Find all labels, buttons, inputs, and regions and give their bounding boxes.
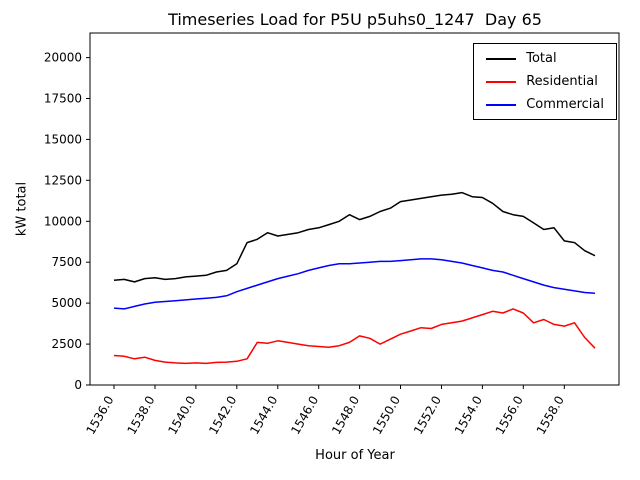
- series-line-total: [113, 191, 596, 283]
- y-tick-label: 2500: [51, 337, 82, 351]
- x-tick-label: 1538.0: [124, 394, 157, 437]
- legend-label: Total: [526, 51, 557, 66]
- legend-line-sample: [486, 103, 517, 106]
- legend: Total Residential Commercial: [473, 43, 617, 120]
- y-tick-label: 7500: [51, 255, 82, 269]
- y-tick-label: 10000: [44, 214, 82, 228]
- x-tick-label: 1544.0: [247, 394, 280, 437]
- series-line-commercial: [113, 258, 596, 310]
- y-tick-label: 17500: [44, 92, 82, 106]
- legend-line-sample: [486, 57, 517, 60]
- x-tick-label: 1542.0: [206, 394, 239, 437]
- plot-border: [89, 32, 620, 386]
- y-tick-label: 20000: [44, 51, 82, 65]
- legend-label: Residential: [526, 74, 598, 89]
- x-tick-label: 1546.0: [288, 394, 321, 437]
- y-tick-label: 12500: [44, 173, 82, 187]
- y-tick-label: 15000: [44, 132, 82, 146]
- legend-item-commercial: Commercial: [486, 97, 604, 112]
- legend-item-total: Total: [486, 51, 604, 66]
- chart-title: Timeseries Load for P5U p5uhs0_1247 Day …: [168, 10, 542, 29]
- legend-item-residential: Residential: [486, 74, 604, 89]
- x-tick-label: 1552.0: [411, 394, 444, 437]
- x-tick-label: 1540.0: [165, 394, 198, 437]
- x-tick-label: 1554.0: [452, 394, 485, 437]
- x-tick-label: 1550.0: [370, 394, 403, 437]
- x-tick-label: 1548.0: [329, 394, 362, 437]
- y-tick-label: 5000: [51, 296, 82, 310]
- x-tick-label: 1536.0: [83, 394, 116, 437]
- x-tick-label: 1558.0: [534, 394, 567, 437]
- series-line-residential: [113, 308, 596, 365]
- x-tick-label: 1556.0: [493, 394, 526, 437]
- x-axis-label: Hour of Year: [315, 448, 395, 463]
- legend-line-sample: [486, 80, 517, 83]
- y-tick-label: 0: [74, 378, 82, 392]
- y-axis-label: kW total: [14, 181, 30, 237]
- legend-label: Commercial: [526, 97, 604, 112]
